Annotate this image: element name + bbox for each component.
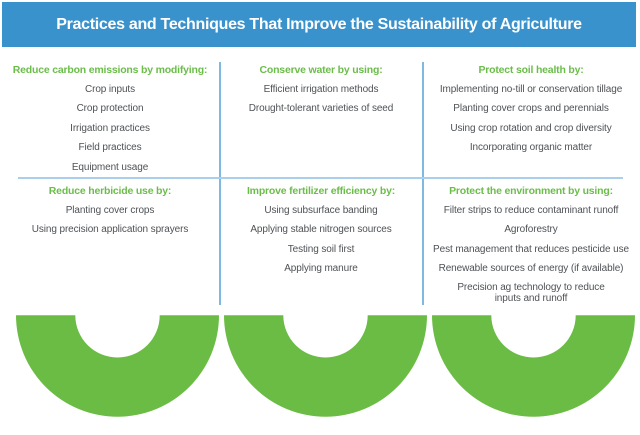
section-item: Using crop rotation and crop diversity [450, 122, 612, 134]
section-item: Filter strips to reduce contaminant runo… [443, 204, 619, 216]
section-heading: Protect the environment by using: [449, 185, 613, 197]
section-item: Irrigation practices [70, 122, 150, 134]
section-improve-fertilizer-efficiency: Improve fertilizer efficiency by: Using … [222, 184, 420, 275]
section-item: Applying manure [284, 263, 358, 274]
half-donut-shape-icon [224, 315, 427, 417]
section-item: Equipment usage [71, 161, 149, 173]
section-item: Field practices [78, 142, 142, 153]
section-item: Agroforestry [504, 224, 558, 235]
section-item: Planting cover crops [65, 204, 155, 216]
section-item: Planting cover crops and perennials [453, 103, 609, 114]
row-divider-line [18, 177, 623, 179]
section-item: Implementing no-till or conservation til… [439, 83, 623, 95]
section-item: Incorporating organic matter [469, 142, 593, 153]
section-item: Drought-tolerant varieties of seed [248, 103, 394, 114]
section-item: Precision ag technology to reduce inputs… [457, 281, 605, 305]
header-bar: Practices and Techniques That Improve th… [2, 2, 636, 47]
section-item: Using subsurface banding [264, 204, 378, 216]
column-divider-line-left [219, 62, 221, 305]
section-item: Efficient irrigation methods [263, 83, 379, 95]
section-protect-soil-health: Protect soil health by: Implementing no-… [424, 63, 638, 154]
section-heading: Improve fertilizer efficiency by: [246, 185, 396, 197]
section-item: Crop protection [76, 103, 144, 114]
section-heading: Reduce carbon emissions by modifying: [12, 64, 208, 76]
section-item: Crop inputs [84, 83, 136, 95]
section-item: Testing soil first [287, 243, 355, 255]
infographic-title: Practices and Techniques That Improve th… [56, 15, 582, 33]
section-item: Using precision application sprayers [31, 224, 189, 235]
section-reduce-carbon-emissions: Reduce carbon emissions by modifying: Cr… [4, 63, 216, 174]
section-conserve-water: Conserve water by using: Efficient irrig… [222, 63, 420, 115]
section-protect-environment: Protect the environment by using: Filter… [424, 184, 638, 305]
section-heading: Protect soil health by: [478, 64, 584, 76]
section-heading: Reduce herbicide use by: [48, 185, 172, 197]
half-donut-shape-icon [16, 315, 219, 417]
section-reduce-herbicide-use: Reduce herbicide use by: Planting cover … [4, 184, 216, 236]
section-heading: Conserve water by using: [259, 64, 383, 76]
column-divider-line-right [422, 62, 424, 305]
arch-decoration-row [16, 315, 636, 417]
section-item: Applying stable nitrogen sources [250, 224, 392, 235]
section-item: Renewable sources of energy (if availabl… [438, 263, 624, 274]
half-donut-shape-icon [432, 315, 635, 417]
section-item: Pest management that reduces pesticide u… [433, 243, 629, 255]
